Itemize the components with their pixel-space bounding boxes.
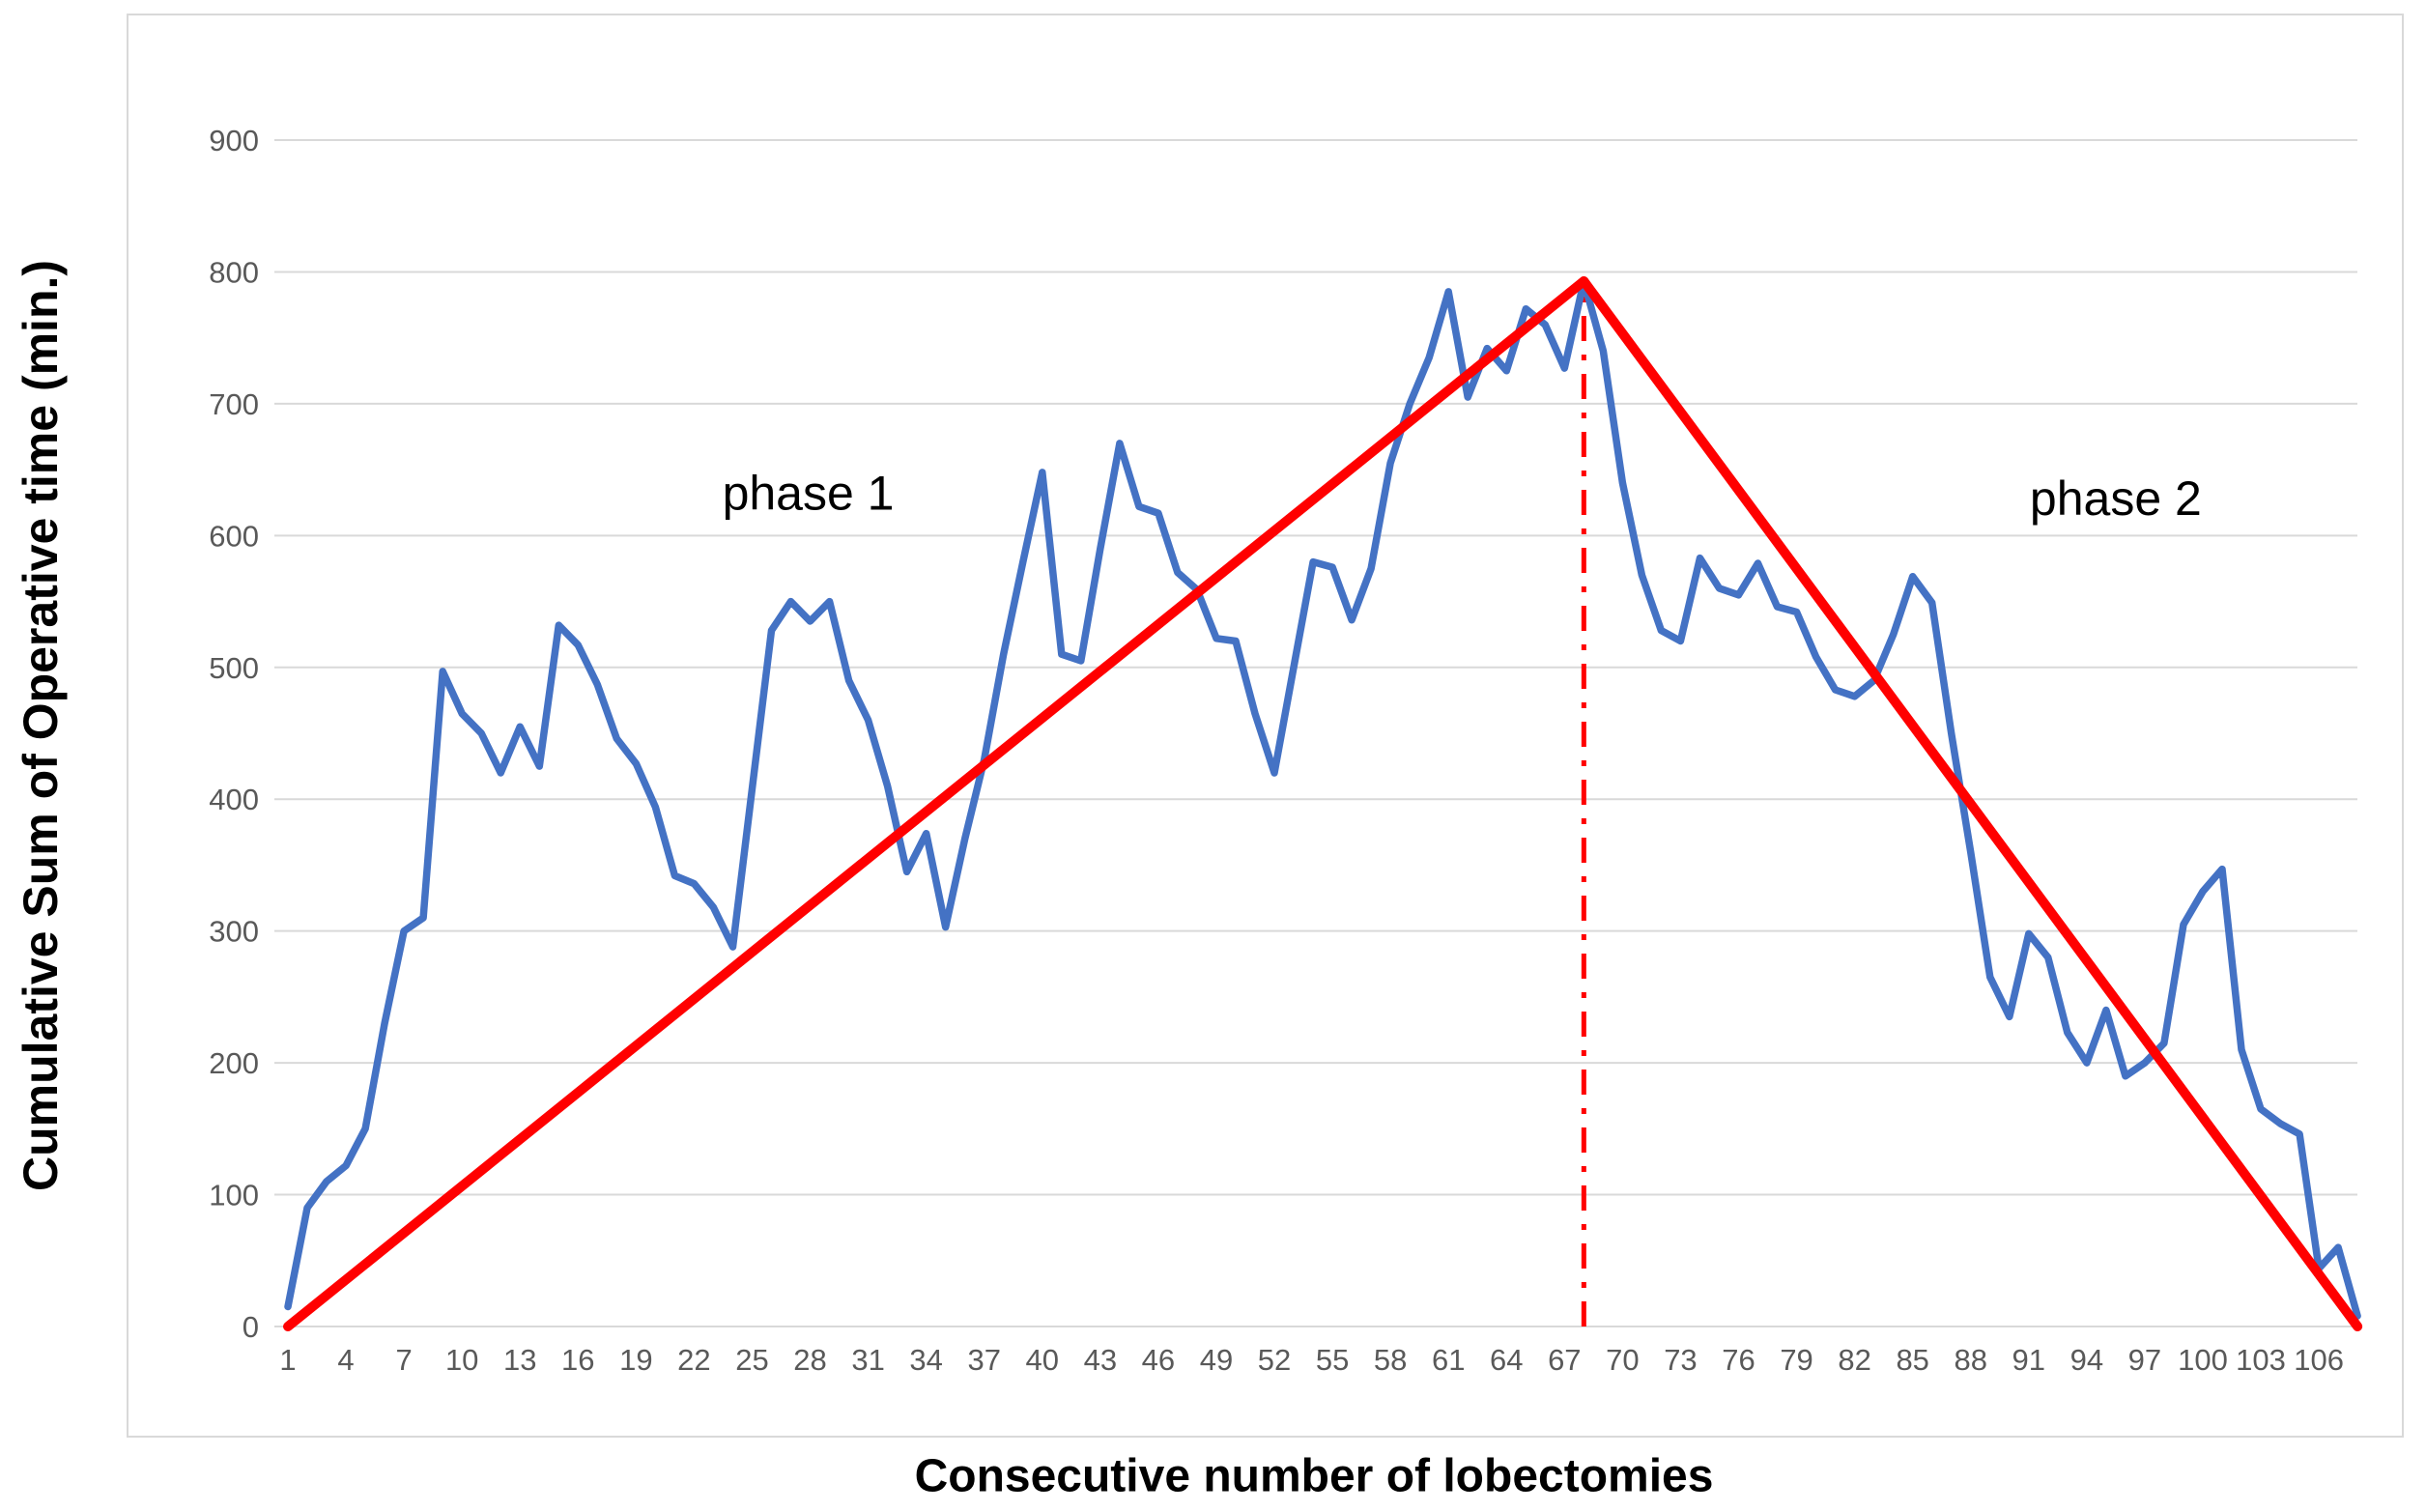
y-tick-label: 900 — [209, 124, 259, 157]
x-tick-label: 61 — [1432, 1343, 1465, 1377]
phase-2-trend-line — [1579, 276, 2363, 1331]
x-tick-label: 85 — [1896, 1343, 1928, 1377]
x-tick-label: 82 — [1838, 1343, 1870, 1377]
cusum-line — [284, 277, 2361, 1320]
x-tick-label: 49 — [1200, 1343, 1233, 1377]
x-tick-label: 52 — [1258, 1343, 1291, 1377]
x-tick-label: 67 — [1548, 1343, 1581, 1377]
x-tick-label: 103 — [2236, 1343, 2286, 1377]
y-tick-label: 500 — [209, 651, 259, 685]
x-tick-label: 34 — [909, 1343, 942, 1377]
y-tick-label: 300 — [209, 915, 259, 949]
y-tick-label: 100 — [209, 1179, 259, 1212]
x-tick-label: 55 — [1316, 1343, 1349, 1377]
x-tick-label: 91 — [2012, 1343, 2045, 1377]
x-tick-label: 76 — [1722, 1343, 1755, 1377]
phase1-label: phase 1 — [723, 467, 895, 521]
x-tick-label: 43 — [1084, 1343, 1117, 1377]
x-tick-label: 31 — [851, 1343, 884, 1377]
x-tick-label: 73 — [1664, 1343, 1697, 1377]
x-tick-label: 64 — [1490, 1343, 1523, 1377]
x-tick-label: 79 — [1780, 1343, 1812, 1377]
x-tick-label: 94 — [2070, 1343, 2103, 1377]
x-tick-label: 22 — [677, 1343, 710, 1377]
x-tick-label: 106 — [2294, 1343, 2344, 1377]
x-axis-title: Consecutive number of lobectomies — [914, 1450, 1714, 1502]
x-tick-label: 10 — [445, 1343, 478, 1377]
x-tick-label: 19 — [619, 1343, 652, 1377]
chart-card — [127, 14, 2404, 1438]
phase-1-trend-line — [283, 276, 1589, 1331]
y-tick-label: 400 — [209, 783, 259, 816]
x-tick-label: 70 — [1606, 1343, 1639, 1377]
x-tick-label: 100 — [2178, 1343, 2228, 1377]
x-tick-label: 58 — [1374, 1343, 1407, 1377]
x-tick-label: 16 — [561, 1343, 594, 1377]
y-tick-label: 200 — [209, 1046, 259, 1080]
y-tick-label: 700 — [209, 387, 259, 421]
x-tick-label: 28 — [793, 1343, 826, 1377]
x-tick-label: 37 — [967, 1343, 1000, 1377]
x-tick-label: 97 — [2128, 1343, 2161, 1377]
x-tick-label: 7 — [395, 1343, 412, 1377]
y-tick-label: 800 — [209, 255, 259, 289]
x-tick-label: 40 — [1026, 1343, 1059, 1377]
y-tick-label: 600 — [209, 519, 259, 553]
x-tick-label: 25 — [735, 1343, 768, 1377]
x-tick-label: 46 — [1142, 1343, 1175, 1377]
x-tick-label: 1 — [279, 1343, 296, 1377]
phase2-label: phase 2 — [2030, 471, 2202, 526]
y-tick-label: 0 — [243, 1310, 259, 1344]
x-tick-label: 13 — [503, 1343, 536, 1377]
y-axis-title: Cumulative Sum of Operative time (min.) — [14, 259, 68, 1192]
x-tick-label: 4 — [337, 1343, 354, 1377]
x-tick-label: 88 — [1954, 1343, 1986, 1377]
